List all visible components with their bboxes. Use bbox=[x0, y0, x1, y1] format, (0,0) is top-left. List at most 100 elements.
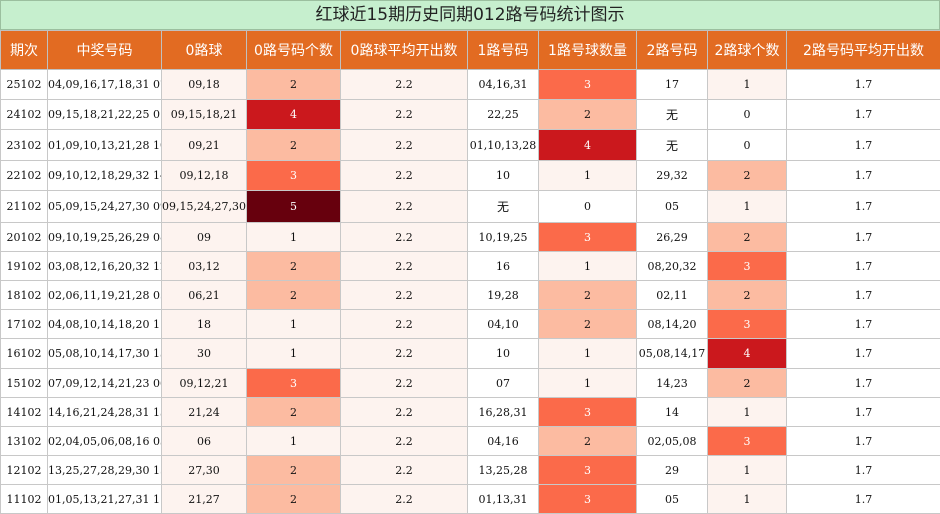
cell-route0-count: 2 bbox=[247, 398, 341, 427]
cell-route2-avg: 1.7 bbox=[787, 281, 940, 310]
cell-route0-avg: 2.2 bbox=[341, 252, 468, 281]
cell-route0: 09,15,18,21 bbox=[162, 100, 247, 130]
cell-numbers: 02,06,11,19,21,28 05 bbox=[48, 281, 162, 310]
cell-route2-count: 1 bbox=[708, 191, 787, 223]
cell-period: 15102 bbox=[1, 369, 48, 398]
cell-numbers: 13,25,27,28,29,30 15 bbox=[48, 456, 162, 485]
cell-route1: 10,19,25 bbox=[468, 223, 539, 252]
cell-period: 11102 bbox=[1, 485, 48, 514]
cell-route0: 03,12 bbox=[162, 252, 247, 281]
header-route2: 2路号码 bbox=[637, 31, 708, 70]
cell-period: 14102 bbox=[1, 398, 48, 427]
header-route2-avg: 2路号码平均开出数 bbox=[787, 31, 940, 70]
cell-route1: 10 bbox=[468, 339, 539, 369]
header-route1-count: 1路号球数量 bbox=[539, 31, 637, 70]
cell-route2: 17 bbox=[637, 70, 708, 100]
cell-route0-count: 2 bbox=[247, 485, 341, 514]
cell-route2: 08,14,20 bbox=[637, 310, 708, 339]
cell-period: 18102 bbox=[1, 281, 48, 310]
cell-route1-count: 1 bbox=[539, 369, 637, 398]
cell-route0: 09,12,21 bbox=[162, 369, 247, 398]
cell-route0: 09,15,24,27,30 bbox=[162, 191, 247, 223]
cell-route0-avg: 2.2 bbox=[341, 161, 468, 191]
cell-route2-count: 4 bbox=[708, 339, 787, 369]
cell-numbers: 09,10,12,18,29,32 14 bbox=[48, 161, 162, 191]
cell-numbers: 04,08,10,14,18,20 11 bbox=[48, 310, 162, 339]
cell-numbers: 02,04,05,06,08,16 03 bbox=[48, 427, 162, 456]
cell-route2-count: 1 bbox=[708, 485, 787, 514]
cell-route2: 26,29 bbox=[637, 223, 708, 252]
cell-route1-count: 2 bbox=[539, 100, 637, 130]
cell-route2-count: 3 bbox=[708, 310, 787, 339]
cell-route1: 07 bbox=[468, 369, 539, 398]
cell-route0-count: 2 bbox=[247, 130, 341, 161]
cell-route2-count: 1 bbox=[708, 398, 787, 427]
cell-period: 24102 bbox=[1, 100, 48, 130]
cell-numbers: 01,05,13,21,27,31 11 bbox=[48, 485, 162, 514]
cell-route1: 10 bbox=[468, 161, 539, 191]
cell-numbers: 03,08,12,16,20,32 12 bbox=[48, 252, 162, 281]
cell-numbers: 14,16,21,24,28,31 13 bbox=[48, 398, 162, 427]
cell-route0-avg: 2.2 bbox=[341, 191, 468, 223]
cell-route1-count: 1 bbox=[539, 339, 637, 369]
cell-route2: 02,05,08 bbox=[637, 427, 708, 456]
cell-route0-avg: 2.2 bbox=[341, 70, 468, 100]
cell-route0-avg: 2.2 bbox=[341, 339, 468, 369]
cell-route2-count: 3 bbox=[708, 427, 787, 456]
cell-route2: 14 bbox=[637, 398, 708, 427]
cell-route2-avg: 1.7 bbox=[787, 310, 940, 339]
cell-route0: 06 bbox=[162, 427, 247, 456]
cell-route0: 09,18 bbox=[162, 70, 247, 100]
cell-route1-count: 3 bbox=[539, 456, 637, 485]
cell-route2-avg: 1.7 bbox=[787, 339, 940, 369]
cell-period: 12102 bbox=[1, 456, 48, 485]
cell-route2-avg: 1.7 bbox=[787, 70, 940, 100]
cell-route2-avg: 1.7 bbox=[787, 100, 940, 130]
cell-route0-count: 2 bbox=[247, 70, 341, 100]
cell-route0-count: 3 bbox=[247, 369, 341, 398]
cell-route2: 05 bbox=[637, 191, 708, 223]
cell-route1: 13,25,28 bbox=[468, 456, 539, 485]
header-route0-avg: 0路球平均开出数 bbox=[341, 31, 468, 70]
cell-route2-count: 2 bbox=[708, 281, 787, 310]
cell-route2: 08,20,32 bbox=[637, 252, 708, 281]
cell-route1-count: 3 bbox=[539, 485, 637, 514]
cell-route2: 无 bbox=[637, 130, 708, 161]
cell-route1-count: 2 bbox=[539, 310, 637, 339]
cell-route0: 21,27 bbox=[162, 485, 247, 514]
cell-route0-avg: 2.2 bbox=[341, 398, 468, 427]
cell-route0: 30 bbox=[162, 339, 247, 369]
cell-route0-count: 5 bbox=[247, 191, 341, 223]
cell-route2: 29,32 bbox=[637, 161, 708, 191]
cell-route2-count: 2 bbox=[708, 369, 787, 398]
cell-route0-count: 1 bbox=[247, 310, 341, 339]
cell-route1-count: 2 bbox=[539, 281, 637, 310]
cell-route2-count: 3 bbox=[708, 252, 787, 281]
cell-route0-count: 1 bbox=[247, 427, 341, 456]
cell-route0-count: 1 bbox=[247, 223, 341, 252]
cell-period: 17102 bbox=[1, 310, 48, 339]
cell-route2-avg: 1.7 bbox=[787, 398, 940, 427]
cell-route0-avg: 2.2 bbox=[341, 456, 468, 485]
cell-numbers: 05,08,10,14,17,30 13 bbox=[48, 339, 162, 369]
header-route1: 1路号码 bbox=[468, 31, 539, 70]
cell-route1-count: 1 bbox=[539, 252, 637, 281]
cell-route2-avg: 1.7 bbox=[787, 130, 940, 161]
header-period: 期次 bbox=[1, 31, 48, 70]
cell-route0-count: 2 bbox=[247, 252, 341, 281]
cell-route1-count: 4 bbox=[539, 130, 637, 161]
header-route0: 0路球 bbox=[162, 31, 247, 70]
cell-route0: 09 bbox=[162, 223, 247, 252]
cell-route1: 04,10 bbox=[468, 310, 539, 339]
cell-numbers: 09,15,18,21,22,25 01 bbox=[48, 100, 162, 130]
